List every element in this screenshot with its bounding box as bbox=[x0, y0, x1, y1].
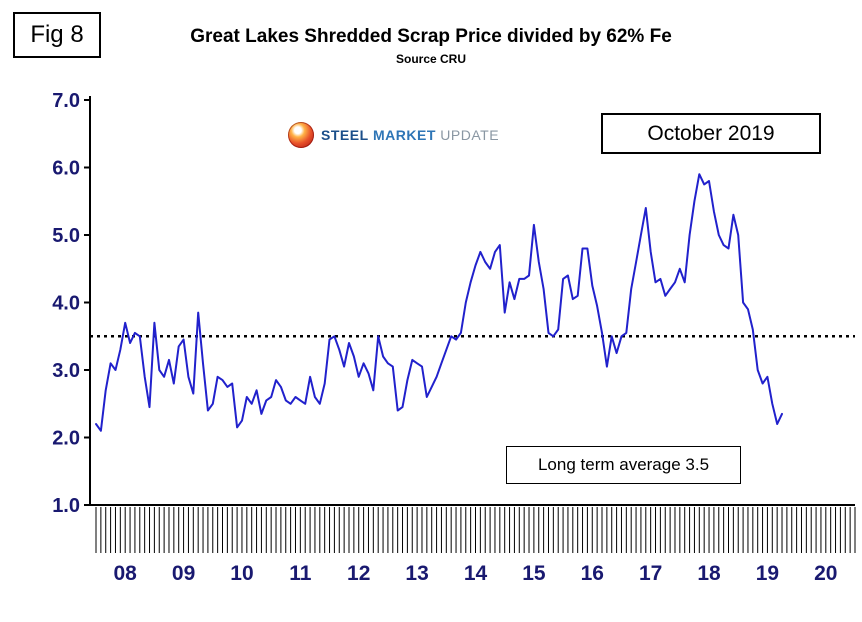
year-label: 16 bbox=[581, 562, 604, 585]
chart-source: Source CRU bbox=[395, 52, 466, 66]
figure-number-box: Fig 8 bbox=[13, 12, 101, 58]
y-axis-label: 7.0 bbox=[52, 90, 80, 112]
smu-globe-icon bbox=[288, 122, 314, 148]
date-annotation-box: October 2019 bbox=[601, 113, 821, 154]
figure-number-label: Fig 8 bbox=[30, 21, 84, 48]
y-axis-label: 2.0 bbox=[52, 428, 80, 450]
smu-logo-steel: STEEL bbox=[321, 127, 369, 143]
chart-title: Great Lakes Shredded Scrap Price divided… bbox=[190, 26, 672, 47]
y-axis-label: 1.0 bbox=[52, 495, 80, 517]
year-label: 14 bbox=[464, 562, 488, 585]
year-label: 20 bbox=[814, 562, 837, 585]
year-label: 13 bbox=[405, 562, 428, 585]
y-axis-label: 4.0 bbox=[52, 293, 80, 315]
price-line bbox=[95, 173, 783, 432]
year-label: 08 bbox=[114, 562, 138, 585]
y-axis-label: 3.0 bbox=[52, 360, 80, 382]
smu-logo-text: STEEL MARKET UPDATE bbox=[321, 127, 499, 143]
average-annotation-box: Long term average 3.5 bbox=[506, 446, 741, 484]
smu-logo-update: UPDATE bbox=[440, 127, 500, 143]
year-label: 17 bbox=[639, 562, 662, 585]
average-annotation-label: Long term average 3.5 bbox=[537, 455, 710, 474]
smu-logo-market: MARKET bbox=[373, 127, 436, 143]
date-annotation-label: October 2019 bbox=[647, 121, 775, 145]
year-label: 10 bbox=[230, 562, 253, 585]
year-label: 09 bbox=[172, 562, 195, 585]
year-label: 19 bbox=[756, 562, 779, 585]
steel-market-update-logo: STEEL MARKET UPDATE bbox=[288, 122, 499, 148]
year-label: 18 bbox=[697, 562, 721, 585]
y-axis-label: 5.0 bbox=[52, 225, 80, 247]
year-label: 12 bbox=[347, 562, 370, 585]
y-axis-label: 6.0 bbox=[52, 158, 80, 180]
year-label: 15 bbox=[522, 562, 546, 585]
year-label: 11 bbox=[289, 562, 312, 585]
